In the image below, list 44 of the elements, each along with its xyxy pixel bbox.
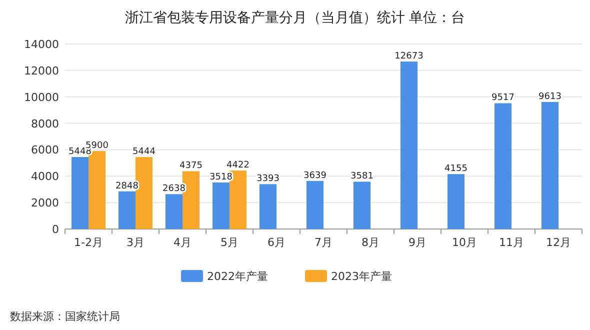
bar xyxy=(166,194,182,229)
y-tick-label: 8000 xyxy=(31,117,59,130)
y-tick-label: 14000 xyxy=(24,38,59,51)
data-label: 9613 xyxy=(538,92,562,102)
x-tick-label: 7月 xyxy=(314,236,332,249)
x-tick-label: 6月 xyxy=(268,236,286,249)
bar xyxy=(72,157,88,229)
bar xyxy=(260,184,276,229)
bar xyxy=(118,191,136,229)
legend-label: 2023年产量 xyxy=(331,270,392,283)
data-label: 3581 xyxy=(350,172,374,182)
data-label: 3393 xyxy=(256,174,280,184)
data-label: 4375 xyxy=(180,161,202,172)
x-tick-label: 4月 xyxy=(174,236,192,249)
y-tick-label: 10000 xyxy=(24,90,59,104)
bar xyxy=(354,182,370,229)
legend-label: 2022年产量 xyxy=(207,270,268,283)
data-label: 3639 xyxy=(304,170,327,181)
y-tick-label: 2000 xyxy=(31,196,59,210)
x-tick-label: 11月 xyxy=(499,236,524,249)
data-label: 5444 xyxy=(132,147,156,158)
x-tick-label: 10月 xyxy=(452,236,477,249)
bar xyxy=(494,103,512,229)
bar xyxy=(212,182,230,229)
bar xyxy=(306,180,324,229)
x-tick-label: 8月 xyxy=(362,236,380,249)
bar xyxy=(542,102,558,229)
y-tick-label: 0 xyxy=(52,223,59,236)
bar xyxy=(400,62,418,229)
x-tick-label: 9月 xyxy=(408,236,426,249)
x-tick-label: 5月 xyxy=(220,236,238,249)
source-note: 数据来源：国家统计局 xyxy=(10,310,120,323)
x-tick-label: 1-2月 xyxy=(74,236,103,249)
y-tick-label: 4000 xyxy=(31,170,59,184)
data-label: 4422 xyxy=(226,160,250,171)
bar xyxy=(448,174,464,229)
x-tick-label: 12月 xyxy=(546,236,571,249)
data-label: 9517 xyxy=(492,93,514,104)
y-tick-label: 6000 xyxy=(31,144,59,157)
y-tick-label: 12000 xyxy=(24,64,59,78)
x-tick-label: 3月 xyxy=(126,236,144,249)
data-label: 4155 xyxy=(444,164,468,174)
chart-title: 浙江省包装专用设备产量分月（当月值）统计 单位：台 xyxy=(124,10,466,26)
data-label: 12673 xyxy=(394,52,424,62)
